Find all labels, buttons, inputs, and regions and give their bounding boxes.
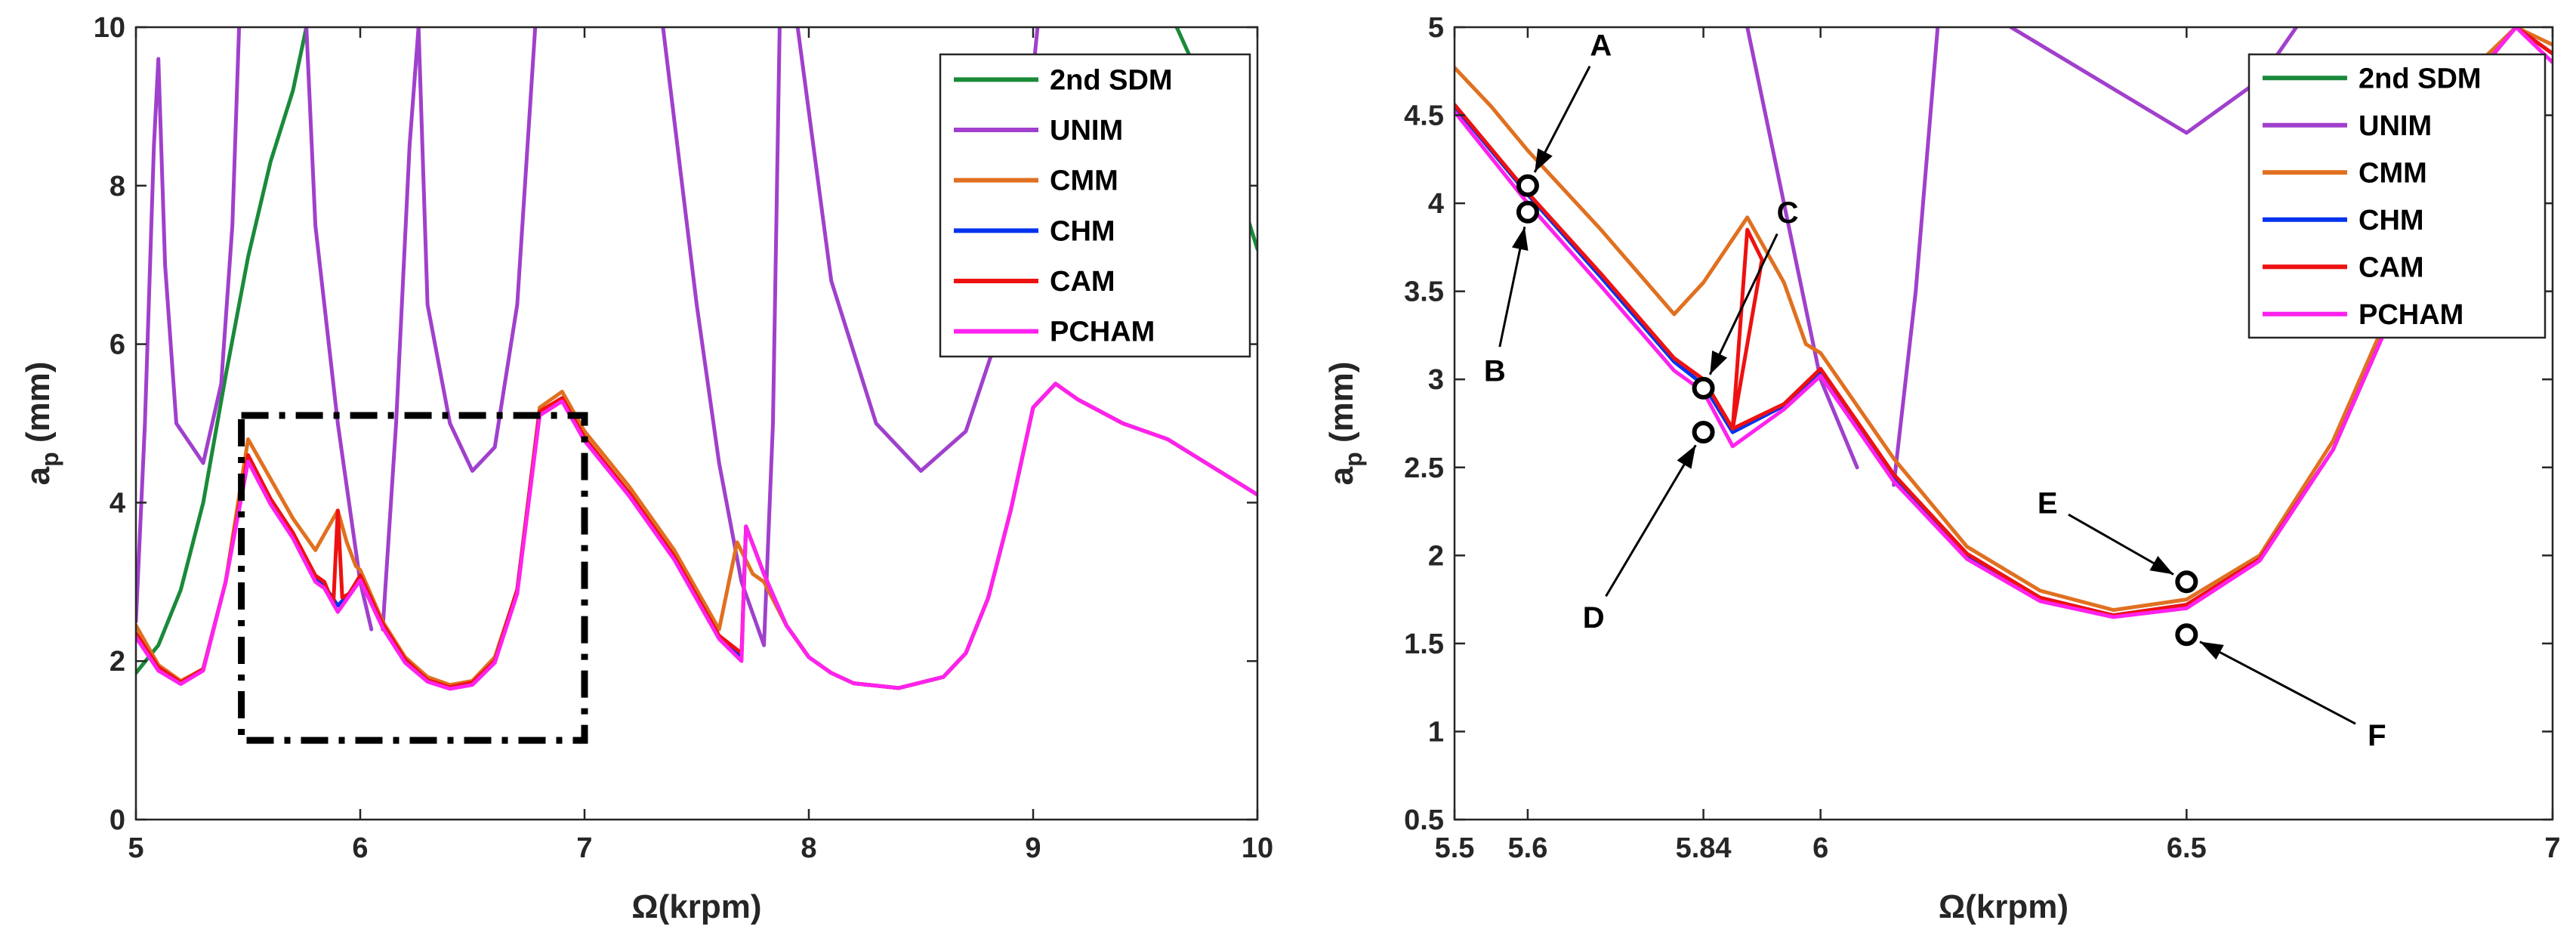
arrowhead-e	[2149, 555, 2173, 575]
arrow-f	[2199, 641, 2356, 725]
y-tick-label: 6	[110, 329, 125, 361]
marker-d	[1692, 421, 1715, 444]
y-tick-label: 4	[110, 487, 125, 519]
axes-frame	[134, 26, 1259, 821]
y-tick-label: 1.5	[1404, 628, 1444, 660]
annotation-label-d: D	[1583, 601, 1605, 635]
arrowhead-f	[2200, 641, 2224, 660]
y-tick-label: 0.5	[1404, 804, 1444, 836]
right-chart: A B C D E F 5.5 5.6 5.84 6 6.5 7 0.5 1 1.5 2 2.5 3 3.5 4 4.5…	[1323, 12, 2561, 925]
x-tick-label: 7	[576, 832, 592, 864]
legend: 2nd SDM UNIM CMM CHM CAM PCHAM	[939, 53, 1251, 358]
annotation-label-e: E	[2038, 486, 2058, 520]
x-tick-label: 5.6	[1508, 832, 1548, 864]
x-tick-label: 5	[128, 832, 143, 864]
y-tick-label: 2	[1428, 540, 1444, 572]
x-tick-label: 5.5	[1435, 832, 1475, 864]
zoom-box	[238, 412, 588, 744]
x-axis-label: Ω(krpm)	[1939, 888, 2069, 925]
legend-box	[939, 53, 1251, 358]
series-line-cmm	[1455, 27, 2518, 613]
arrowhead-d	[1677, 445, 1696, 469]
x-tick-label: 9	[1025, 832, 1041, 864]
annotation-label-a: A	[1590, 29, 1612, 62]
series-line-pcham	[2514, 27, 2553, 65]
axes-frame	[1453, 26, 2554, 821]
y-tick-label: 5	[1428, 12, 1444, 44]
y-tick-label: 4.5	[1404, 100, 1444, 132]
series-line-unim	[1892, 27, 1940, 487]
y-tick-label: 1	[1428, 716, 1444, 748]
y-tick-label: 2.5	[1404, 452, 1444, 484]
legend-entry-2nd-sdm: 2nd SDM	[2359, 63, 2482, 94]
series-line-unim	[381, 27, 421, 631]
series-line-pcham	[1455, 27, 2518, 619]
arrow-d	[1605, 444, 1697, 597]
x-tick-label: 6.5	[2167, 832, 2207, 864]
series-line-unim	[304, 27, 374, 631]
legend-entry-chm: CHM	[2359, 205, 2424, 236]
series-line-2nd-sdm	[136, 27, 309, 675]
legend-entry-chm: CHM	[1050, 215, 1115, 247]
y-tick-label: 8	[110, 171, 125, 202]
arrowhead-c	[1710, 350, 1728, 375]
legend-box	[2247, 53, 2547, 339]
series-line-unim	[136, 27, 242, 624]
legend-entry-cmm: CMM	[2359, 157, 2427, 189]
y-tick-label: 0	[110, 804, 125, 836]
series-line-unim	[416, 27, 538, 473]
arrow-c	[1708, 233, 1779, 375]
y-tick-label: 10	[94, 12, 125, 44]
series-line-unim	[1745, 27, 1859, 470]
legend-entry-cmm: CMM	[1050, 165, 1118, 197]
marker-f	[2175, 623, 2198, 647]
legend-entry-unim: UNIM	[1050, 115, 1123, 147]
x-tick-label: 10	[1242, 832, 1273, 864]
marker-e	[2175, 570, 2198, 594]
legend-entry-cam: CAM	[2359, 252, 2424, 283]
y-tick-label: 4	[1428, 188, 1444, 220]
y-tick-label: 3.5	[1404, 276, 1444, 308]
y-axis-label: ap (mm)	[1323, 362, 1367, 486]
y-tick-label: 3	[1428, 364, 1444, 396]
ticks: 5 6 7 8 9 10 0 2 4 6 8 10	[94, 12, 1273, 864]
legend-entry-2nd-sdm: 2nd SDM	[1050, 64, 1173, 96]
x-tick-label: 6	[1812, 832, 1828, 864]
x-tick-label: 7	[2544, 832, 2560, 864]
x-tick-label: 6	[352, 832, 368, 864]
x-axis-label: Ω(krpm)	[631, 888, 761, 925]
legend-entry-unim: UNIM	[2359, 110, 2432, 142]
x-tick-label: 8	[801, 832, 816, 864]
y-axis-label: ap (mm)	[20, 362, 63, 486]
marker-c	[1692, 376, 1715, 400]
left-chart: 5 6 7 8 9 10 0 2 4 6 8 10 Ω(krpm) ap (mm) 2nd SDM UNIM C…	[20, 12, 1273, 925]
x-tick-label: 5.84	[1676, 832, 1732, 864]
arrowhead-b	[1511, 227, 1529, 251]
legend: 2nd SDM UNIM CMM CHM CAM PCHAM	[2247, 53, 2547, 339]
marker-b	[1516, 200, 1539, 224]
legend-entry-pcham: PCHAM	[1050, 316, 1155, 348]
legend-entry-cam: CAM	[1050, 266, 1115, 298]
annotation-label-f: F	[2368, 719, 2386, 752]
legend-entry-pcham: PCHAM	[2359, 299, 2463, 331]
annotations: A B C D E F	[1484, 29, 2386, 752]
annotation-label-c: C	[1777, 196, 1799, 230]
series-line-unim	[661, 27, 782, 647]
annotation-label-b: B	[1484, 355, 1506, 388]
y-tick-label: 2	[110, 646, 125, 678]
arrowhead-a	[1535, 148, 1553, 173]
marker-a	[1516, 174, 1539, 197]
ticks: 5.5 5.6 5.84 6 6.5 7 0.5 1 1.5 2 2.5 3 3.5 4 4.5 5	[1404, 12, 2560, 864]
